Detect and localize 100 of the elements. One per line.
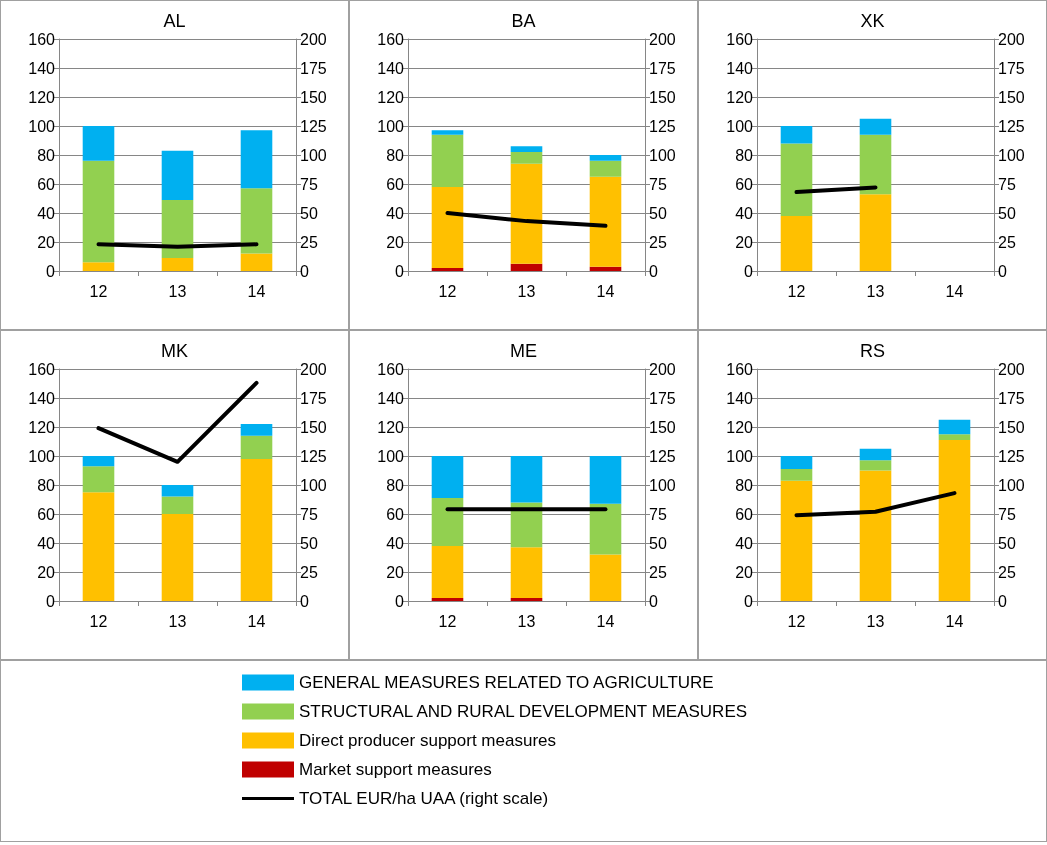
y-tick-label: 140: [28, 389, 56, 407]
y-tick-label: 60: [37, 505, 56, 523]
y-tick-label: 120: [377, 88, 405, 106]
y-tick-label: 120: [28, 418, 56, 436]
y2-tick-label: 50: [998, 534, 1016, 552]
y-tick-label: 60: [735, 505, 754, 523]
x-tick-label: 14: [945, 282, 964, 300]
y2-tick-label: 0: [998, 592, 1007, 610]
y2-tick-label: 100: [998, 476, 1025, 494]
y2-tick-label: 175: [300, 59, 327, 77]
bar: [510, 598, 543, 601]
bar: [82, 262, 115, 271]
y2-tick-label: 200: [649, 360, 676, 378]
y-tick-label: 40: [386, 534, 405, 552]
y2-tick-label: 50: [300, 534, 318, 552]
y-tick-label: 40: [735, 534, 754, 552]
chart-title: RS: [859, 341, 886, 361]
y-tick-label: 40: [386, 204, 405, 222]
y2-tick-label: 25: [998, 563, 1016, 581]
y-tick-label: 140: [377, 59, 405, 77]
bar: [589, 266, 622, 271]
y-tick-label: 160: [726, 360, 754, 378]
bar: [431, 598, 464, 601]
y-tick-label: 60: [386, 175, 405, 193]
y-tick-label: 140: [377, 389, 405, 407]
y2-tick-label: 0: [649, 592, 658, 610]
bar: [82, 466, 115, 493]
y-tick-label: 40: [37, 534, 56, 552]
y-tick-label: 20: [386, 233, 405, 251]
y2-tick-label: 125: [998, 447, 1025, 465]
y2-tick-label: 25: [300, 233, 318, 251]
y-tick-label: 120: [377, 418, 405, 436]
x-tick-label: 12: [438, 282, 457, 300]
y-tick-label: 100: [726, 447, 754, 465]
chart-title: XK: [860, 11, 885, 31]
y2-tick-label: 100: [998, 146, 1025, 164]
y2-tick-label: 75: [649, 505, 667, 523]
y-tick-label: 80: [735, 146, 754, 164]
y2-tick-label: 125: [649, 117, 676, 135]
bar: [780, 469, 813, 481]
y2-tick-label: 125: [998, 117, 1025, 135]
y2-tick-label: 50: [998, 204, 1016, 222]
y2-tick-label: 0: [649, 262, 658, 280]
bar: [780, 456, 813, 470]
y2-tick-label: 25: [649, 563, 667, 581]
x-tick-label: 13: [168, 612, 187, 630]
y2-tick-label: 150: [300, 88, 327, 106]
bar: [859, 470, 892, 601]
bar: [431, 456, 464, 499]
legend-label: STRUCTURAL AND RURAL DEVELOPMENT MEASURES: [299, 702, 748, 721]
bar: [589, 456, 622, 504]
x-tick-label: 14: [596, 612, 615, 630]
bar: [161, 496, 194, 514]
bar: [510, 456, 543, 503]
legend-label: TOTAL EUR/ha UAA (right scale): [299, 789, 549, 808]
y-tick-label: 20: [735, 563, 754, 581]
bar: [859, 448, 892, 461]
x-tick-label: 12: [787, 282, 806, 300]
y-tick-label: 100: [377, 117, 405, 135]
y2-tick-label: 75: [998, 175, 1016, 193]
y-tick-label: 80: [37, 476, 56, 494]
y-tick-label: 160: [377, 30, 405, 48]
bar: [431, 268, 464, 271]
x-tick-label: 14: [247, 282, 266, 300]
y-tick-label: 0: [395, 262, 405, 280]
y2-tick-label: 200: [998, 360, 1025, 378]
y2-tick-label: 25: [998, 233, 1016, 251]
bar: [82, 160, 115, 263]
legend-label: GENERAL MEASURES RELATED TO AGRICULTURE: [299, 673, 714, 692]
y-tick-label: 80: [386, 146, 405, 164]
y2-tick-label: 175: [998, 59, 1025, 77]
bar: [859, 134, 892, 195]
bar: [431, 186, 464, 269]
y-tick-label: 120: [726, 88, 754, 106]
y2-tick-label: 200: [998, 30, 1025, 48]
y-tick-label: 60: [37, 175, 56, 193]
x-tick-label: 12: [438, 612, 457, 630]
y2-tick-label: 50: [649, 204, 667, 222]
legend-label: Market support measures: [299, 760, 492, 779]
y-tick-label: 160: [28, 30, 56, 48]
bar: [780, 480, 813, 601]
y2-tick-label: 50: [649, 534, 667, 552]
bar: [859, 460, 892, 471]
x-tick-label: 13: [866, 282, 885, 300]
bar: [510, 152, 543, 164]
bar: [510, 547, 543, 599]
y-tick-label: 140: [726, 389, 754, 407]
y-tick-label: 80: [735, 476, 754, 494]
legend-label: Direct producer support measures: [299, 731, 557, 750]
bar: [82, 126, 115, 161]
y2-tick-label: 50: [300, 204, 318, 222]
y2-tick-label: 75: [300, 505, 318, 523]
y2-tick-label: 100: [300, 476, 327, 494]
y-tick-label: 0: [46, 592, 56, 610]
y2-tick-label: 200: [649, 30, 676, 48]
y2-tick-label: 175: [649, 59, 676, 77]
y-tick-label: 100: [726, 117, 754, 135]
x-tick-label: 14: [596, 282, 615, 300]
bar: [510, 502, 543, 548]
y-tick-label: 100: [28, 117, 56, 135]
